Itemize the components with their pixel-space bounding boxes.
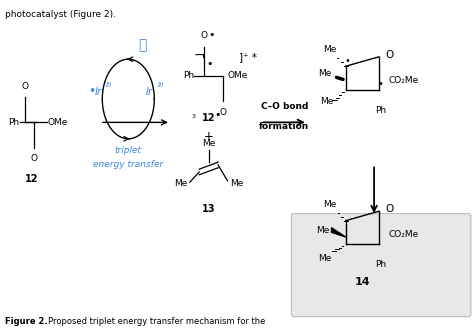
Text: Ir: Ir [95, 87, 102, 97]
Text: O: O [386, 204, 394, 214]
Text: III: III [158, 82, 164, 88]
Text: 12: 12 [201, 113, 215, 123]
Text: O: O [30, 154, 37, 163]
Text: Me: Me [230, 179, 243, 188]
Text: Me: Me [323, 200, 336, 209]
Text: 14: 14 [355, 277, 370, 287]
Text: Figure 2.: Figure 2. [5, 316, 48, 326]
Text: energy transfer: energy transfer [93, 160, 164, 169]
Text: CO₂Me: CO₂Me [388, 76, 419, 85]
Text: triplet: triplet [115, 146, 142, 155]
Text: •: • [344, 56, 350, 66]
Text: O: O [201, 32, 208, 40]
Text: Me: Me [202, 139, 215, 148]
Text: $^{3}$: $^{3}$ [191, 113, 197, 122]
Text: OMe: OMe [47, 118, 68, 127]
Text: Me: Me [174, 179, 187, 188]
Text: Ir: Ir [146, 87, 153, 97]
Text: CO₂Me: CO₂Me [388, 230, 419, 239]
Text: •: • [88, 86, 95, 98]
Text: formation: formation [259, 122, 310, 131]
Text: Me: Me [320, 97, 334, 106]
Text: O: O [22, 82, 29, 90]
Text: Ph: Ph [9, 118, 19, 127]
Text: •: • [209, 31, 215, 40]
Text: Ph: Ph [183, 71, 194, 80]
Text: Me: Me [316, 225, 329, 235]
Text: ¬: ¬ [193, 50, 205, 64]
Text: +: + [204, 130, 214, 143]
Text: •: • [377, 79, 383, 89]
Text: C–O bond: C–O bond [261, 102, 308, 111]
Text: 13: 13 [202, 204, 215, 214]
Text: Ph: Ph [375, 106, 387, 115]
Text: 12: 12 [25, 174, 38, 184]
Text: Me: Me [323, 45, 336, 54]
Text: ]⁺ *: ]⁺ * [239, 52, 257, 62]
FancyBboxPatch shape [292, 214, 471, 316]
Text: Me: Me [318, 254, 331, 263]
Text: OMe: OMe [228, 71, 248, 80]
Text: Me: Me [318, 69, 331, 78]
Text: •: • [206, 59, 213, 68]
Polygon shape [331, 228, 346, 237]
Text: •: • [214, 110, 221, 120]
Text: Proposed triplet energy transfer mechanism for the: Proposed triplet energy transfer mechani… [48, 316, 265, 326]
Text: O: O [219, 108, 226, 117]
Text: 💡: 💡 [138, 38, 146, 52]
Text: Ph: Ph [375, 261, 387, 269]
Text: O: O [386, 50, 394, 60]
Text: photocatalyst (Figure 2).: photocatalyst (Figure 2). [5, 10, 117, 19]
Text: III: III [106, 82, 113, 88]
